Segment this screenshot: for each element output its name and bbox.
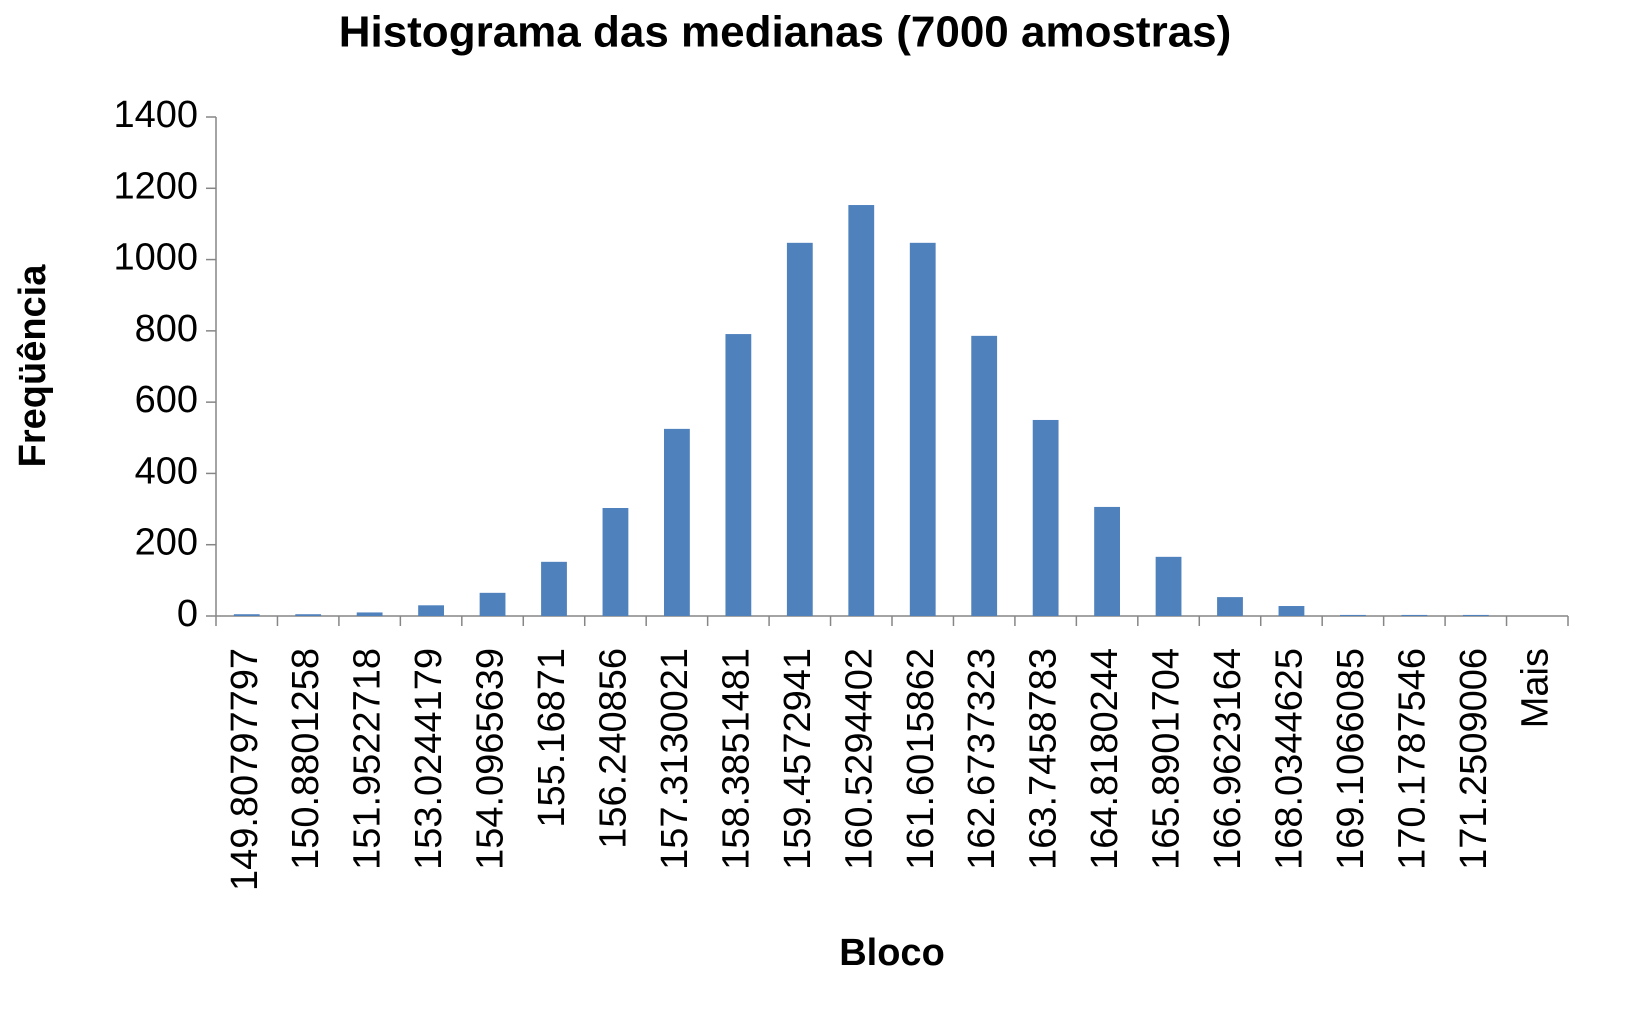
bar bbox=[1340, 614, 1366, 616]
bar bbox=[233, 614, 260, 616]
y-tick-label: 1400 bbox=[113, 94, 198, 136]
y-axis-title: Freqüência bbox=[12, 264, 54, 468]
bar bbox=[664, 428, 690, 616]
y-tick-label: 0 bbox=[177, 593, 198, 635]
bar bbox=[1155, 556, 1182, 616]
x-tick-label: 158.3851481 bbox=[715, 648, 757, 870]
chart-title: Histograma das medianas (7000 amostras) bbox=[339, 8, 1232, 57]
x-tick-label: 160.5294402 bbox=[838, 648, 880, 870]
bar bbox=[848, 205, 875, 617]
bar bbox=[725, 334, 752, 616]
y-tick-label: 400 bbox=[135, 450, 198, 492]
x-tick-label: 163.7458783 bbox=[1023, 648, 1065, 870]
x-tick-label: 149.80797797 bbox=[224, 648, 266, 891]
x-tick-label: 157.3130021 bbox=[654, 648, 696, 870]
y-tick-label: 200 bbox=[135, 522, 198, 564]
bar bbox=[1401, 614, 1428, 616]
bar bbox=[1278, 606, 1305, 616]
bar bbox=[295, 614, 322, 616]
bar bbox=[909, 242, 936, 617]
x-tick-label: 168.0344625 bbox=[1268, 648, 1310, 870]
bar bbox=[356, 612, 383, 616]
x-tick-label: 154.0965639 bbox=[470, 648, 512, 870]
x-tick-label: 169.1066085 bbox=[1330, 648, 1372, 870]
bar bbox=[971, 335, 998, 616]
x-tick-label: 150.8801258 bbox=[285, 648, 327, 870]
x-tick-label: 166.9623164 bbox=[1207, 648, 1249, 870]
y-tick-label: 600 bbox=[135, 379, 198, 421]
bar bbox=[1094, 506, 1120, 616]
bar bbox=[1462, 614, 1489, 616]
x-tick-label: 156.240856 bbox=[592, 648, 634, 849]
bar bbox=[786, 242, 813, 617]
bar bbox=[1032, 419, 1059, 616]
x-tick-label: 161.6015862 bbox=[900, 648, 942, 870]
x-axis-title: Bloco bbox=[839, 932, 945, 974]
x-tick-label: 171.2509006 bbox=[1453, 648, 1495, 870]
y-tick-label: 1000 bbox=[113, 237, 198, 279]
x-tick-label: 165.8901704 bbox=[1146, 648, 1188, 870]
x-tick-label: 162.6737323 bbox=[961, 648, 1003, 870]
y-tick-label: 800 bbox=[135, 308, 198, 350]
x-tick-label: Mais bbox=[1514, 648, 1556, 728]
bar bbox=[479, 592, 506, 616]
x-tick-label: 164.8180244 bbox=[1084, 648, 1126, 870]
bar bbox=[418, 605, 444, 616]
x-tick-label: 170.1787546 bbox=[1391, 648, 1433, 870]
x-tick-label: 155.16871 bbox=[531, 648, 573, 828]
x-tick-label: 159.4572941 bbox=[777, 648, 819, 870]
bar bbox=[541, 561, 567, 616]
y-tick-label: 1200 bbox=[113, 165, 198, 207]
x-tick-label: 151.9522718 bbox=[347, 648, 389, 870]
bar bbox=[1217, 597, 1243, 616]
bar bbox=[602, 508, 629, 616]
x-tick-label: 153.0244179 bbox=[408, 648, 450, 870]
